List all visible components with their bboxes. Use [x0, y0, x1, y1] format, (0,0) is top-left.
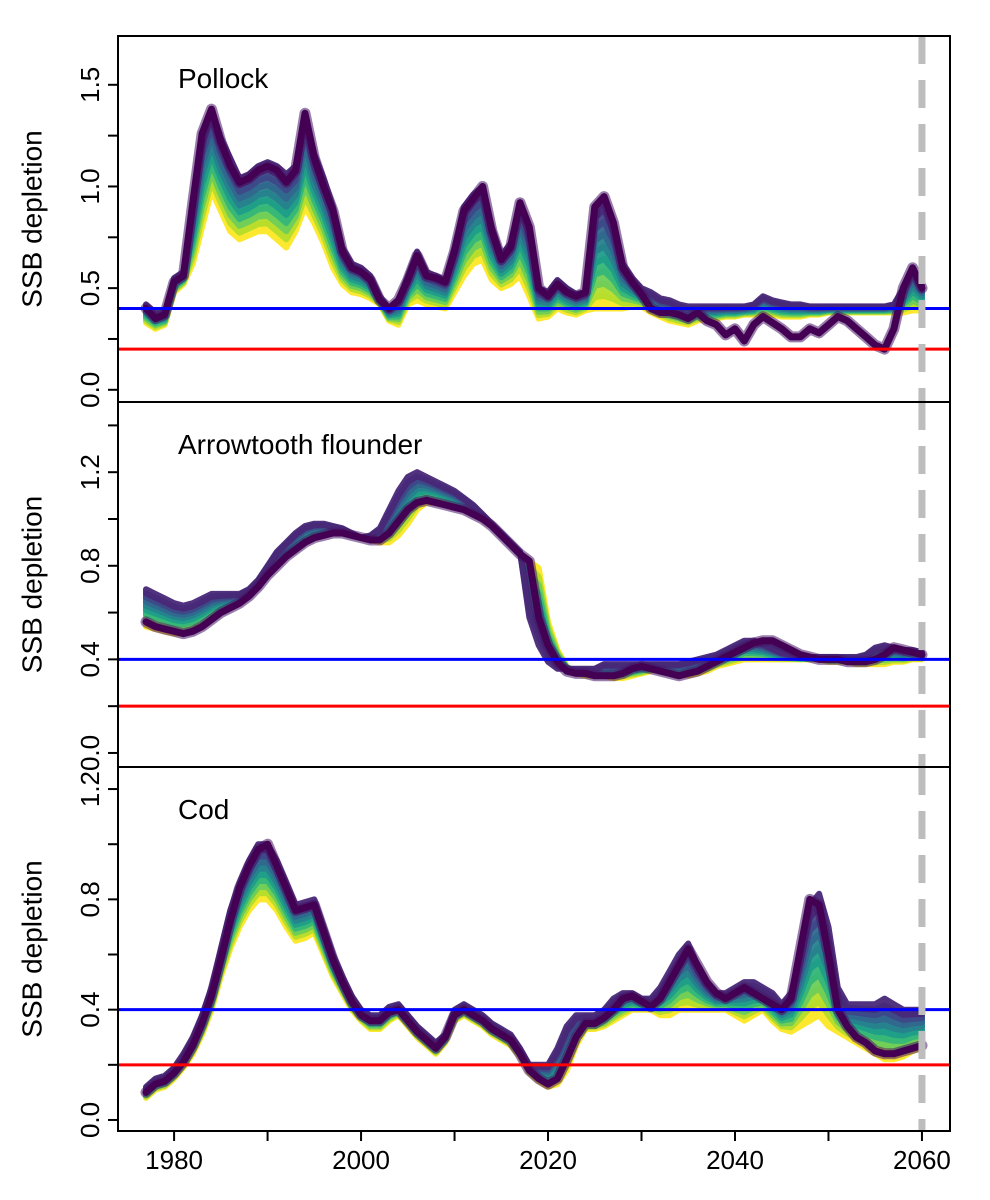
y-axis-label: SSB depletion	[17, 860, 48, 1037]
plot-area	[118, 767, 950, 1131]
series-line	[142, 840, 926, 1096]
x-tick-label: 2000	[332, 1145, 390, 1175]
x-tick-label: 2060	[893, 1145, 951, 1175]
y-tick-label: 0.4	[75, 641, 105, 677]
panel-cod: 0.0 0.4 0.8 1.2 SSB depletion Cod	[17, 766, 951, 1138]
panel-title: Pollock	[178, 63, 269, 94]
series-line	[142, 105, 926, 353]
y-tick-label: 1.5	[75, 67, 105, 103]
y-tick-label: 1.0	[75, 168, 105, 204]
plot-area	[118, 36, 950, 402]
y-tick-label: 1.2	[75, 454, 105, 490]
y-tick-label: 0.0	[75, 1102, 105, 1138]
y-tick-label: 0.8	[75, 881, 105, 917]
y-tick-label: 0.5	[75, 270, 105, 306]
y-tick-label: 0.0	[75, 735, 105, 771]
y-tick-label: 0.4	[75, 992, 105, 1028]
panel-arrowtooth-flounder: 0.0 0.4 0.8 1.2 SSB depletion Arrowtooth flou…	[17, 401, 951, 771]
plot-area	[118, 402, 950, 767]
y-axis-label: SSB depletion	[17, 130, 48, 307]
y-tick-label: 0.0	[75, 372, 105, 408]
panel-pollock: 0.0 0.5 1.0 1.5 SSB depletion Pollock	[17, 35, 951, 408]
x-axis: 1980 2000 2020 2040 2060	[145, 1130, 951, 1175]
x-tick-label: 2040	[706, 1145, 764, 1175]
y-tick-label: 0.8	[75, 548, 105, 584]
y-axis-label: SSB depletion	[17, 496, 48, 673]
panel-title: Cod	[178, 794, 229, 825]
x-tick-label: 2020	[519, 1145, 577, 1175]
y-tick-label: 1.2	[75, 771, 105, 807]
x-tick-label: 1980	[145, 1145, 203, 1175]
panel-title: Arrowtooth flounder	[178, 429, 422, 460]
series-line	[142, 496, 926, 680]
